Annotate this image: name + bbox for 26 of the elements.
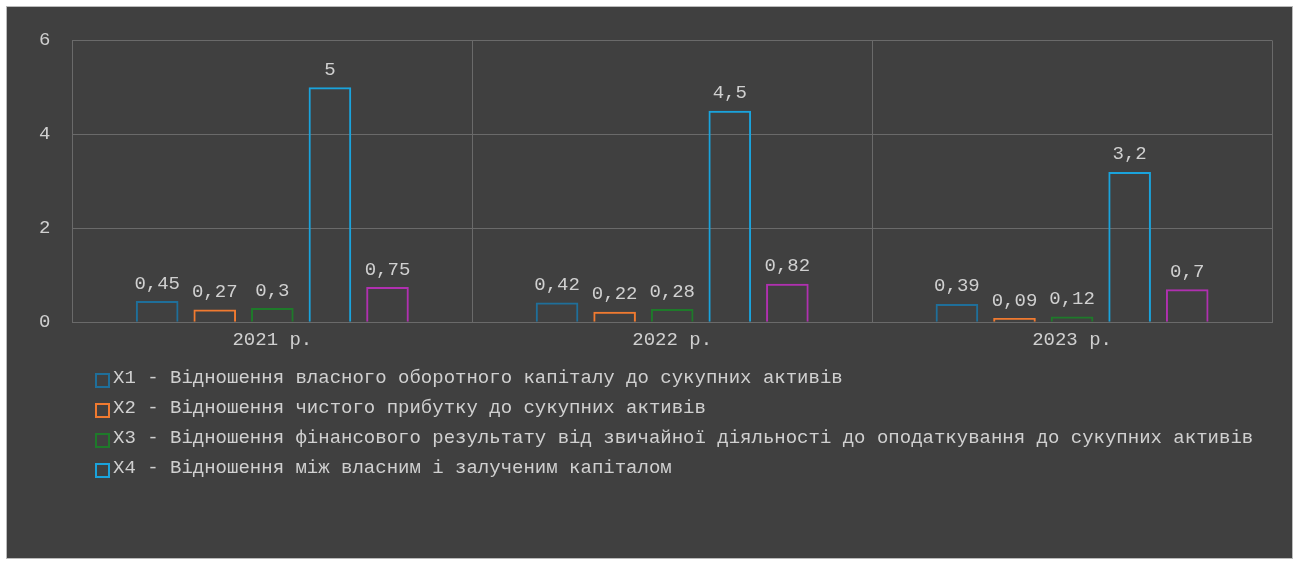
data-label: 0,82 xyxy=(764,255,811,278)
data-label: 5 xyxy=(324,58,336,81)
y-tick-label: 2 xyxy=(39,217,51,240)
data-label: 0,7 xyxy=(1170,260,1205,283)
legend-label: X4 - Відношення між власним і залученим капіталом xyxy=(113,457,672,479)
x-tick-label: 2021 р. xyxy=(232,328,313,351)
x-tick-label: 2023 р. xyxy=(1032,328,1112,351)
data-label: 0,22 xyxy=(591,283,638,306)
data-label: 0,42 xyxy=(534,274,580,297)
legend-label: X1 - Відношення власного оборотного капіталу до сукупних активів xyxy=(113,367,843,389)
data-label: 0,45 xyxy=(134,272,180,295)
x-tick-label: 2022 р. xyxy=(632,328,713,351)
y-tick-label: 6 xyxy=(39,29,51,52)
y-tick-label: 0 xyxy=(39,311,51,334)
legend-label: X2 - Відношення чистого прибутку до сукупних активів xyxy=(113,397,706,419)
data-label: 0,75 xyxy=(364,258,411,281)
legend-label: X3 - Відношення фінансового результату від звичайної діяльності до оподаткування до сукупних активів xyxy=(113,427,1254,449)
data-label: 0,27 xyxy=(191,281,238,304)
data-label: 0,3 xyxy=(255,279,290,302)
y-tick-label: 4 xyxy=(39,123,51,146)
data-label: 4,5 xyxy=(712,82,747,105)
data-label: 0,39 xyxy=(934,275,980,298)
data-label: 0,28 xyxy=(649,280,696,303)
data-label: 0,12 xyxy=(1049,288,1095,311)
data-label: 0,09 xyxy=(991,289,1038,312)
data-label: 3,2 xyxy=(1112,143,1147,166)
